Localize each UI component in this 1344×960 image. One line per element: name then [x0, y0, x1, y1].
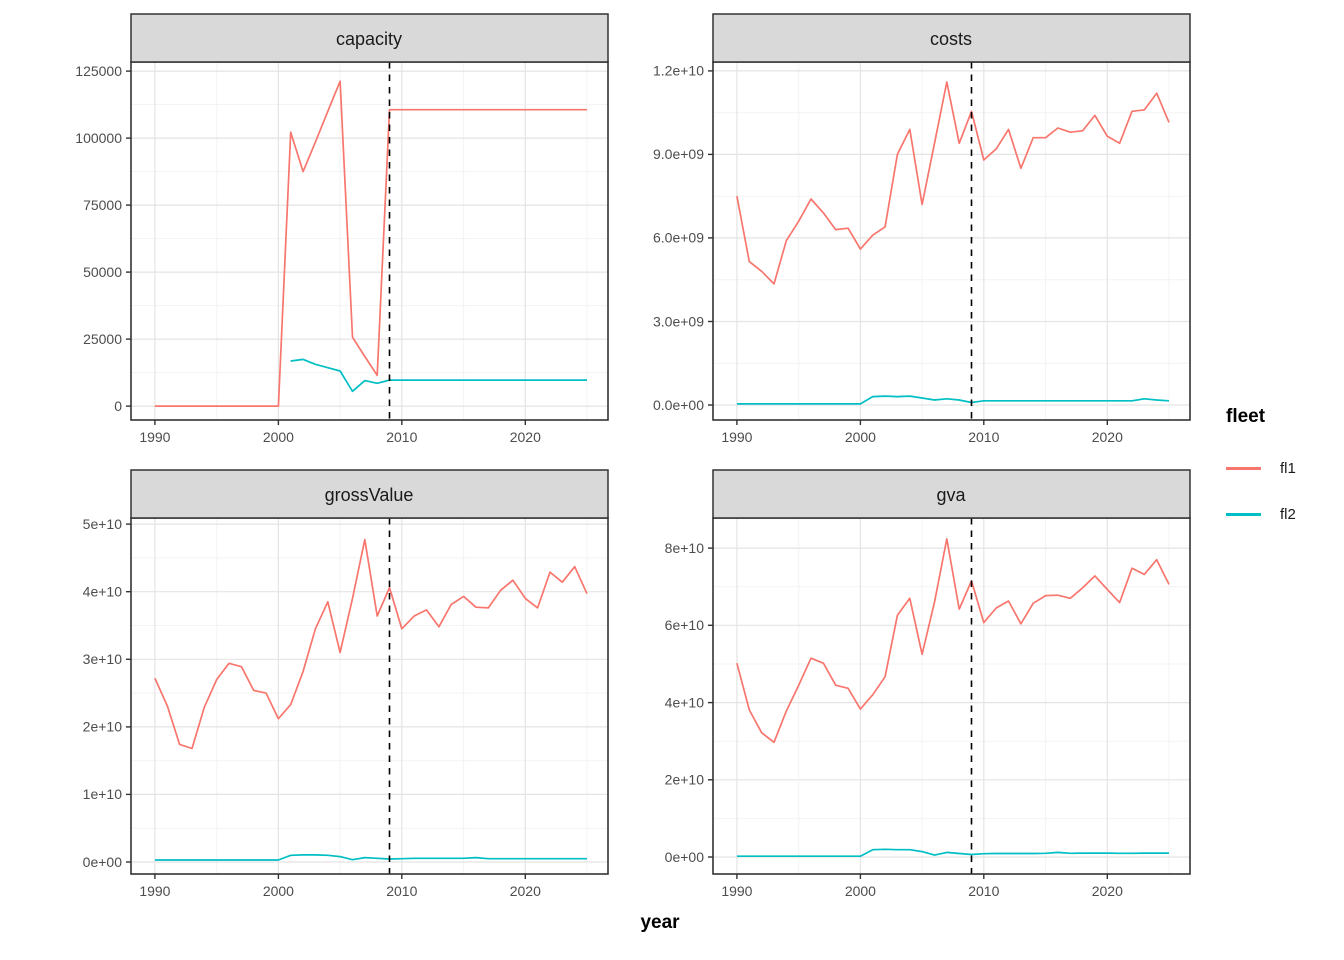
- y-tick-label: 50000: [83, 264, 122, 280]
- y-tick-label: 100000: [75, 130, 122, 146]
- x-tick-label: 2020: [1092, 883, 1123, 899]
- series-line-fl1: [154, 538, 588, 750]
- y-tick-label: 8e+10: [665, 540, 705, 556]
- x-tick-label: 1990: [721, 429, 752, 445]
- major-gridlines: [713, 518, 1190, 874]
- legend-label: fl2: [1280, 505, 1296, 523]
- facet-strip-title: gva: [936, 485, 966, 505]
- x-tick-label: 1990: [139, 429, 170, 445]
- x-tick-label: 2010: [968, 883, 999, 899]
- plot-area-grossValue: 1990 2000 2010 2020 0e+00 1e+10 2e+10 3e+10 4e+1…: [83, 516, 609, 899]
- y-tick-label: 0e+00: [83, 854, 123, 870]
- series-line-fl1: [154, 80, 587, 407]
- facet-panel-gva: 1990 2000 2010 2020 0e+00 2e+10 4e+10 6e+10 8e+1…: [665, 469, 1191, 899]
- panel-background: [131, 518, 608, 874]
- minor-gridlines: [131, 518, 608, 874]
- facet-strip-title: costs: [930, 29, 972, 49]
- y-tick-label: 5e+10: [83, 516, 123, 532]
- major-gridlines: [131, 62, 608, 420]
- x-axis-title: year: [640, 912, 680, 933]
- facet-strip-gva: [712, 469, 1191, 519]
- x-tick-label: 2010: [386, 429, 417, 445]
- legend-line-swatch-fl1: [1226, 466, 1261, 470]
- series-line-fl1: [736, 538, 1170, 744]
- x-tick-label: 2000: [845, 429, 876, 445]
- panel-background: [131, 62, 608, 420]
- y-tick-label: 0: [114, 398, 122, 414]
- series-line-fl1: [736, 81, 1170, 285]
- y-tick-label: 1e+10: [83, 786, 123, 802]
- axis-ticks-and-labels: 1990 2000 2010 2020 0 25000 50000 75000 100000 12…: [75, 63, 541, 445]
- series-line-fl2: [154, 854, 587, 861]
- major-gridlines: [713, 62, 1190, 420]
- y-tick-label: 4e+10: [83, 584, 123, 600]
- major-gridlines: [131, 518, 608, 874]
- legend-title: fleet: [1226, 406, 1266, 427]
- series-line-fl2: [290, 358, 587, 393]
- y-tick-label: 2e+10: [83, 719, 123, 735]
- y-tick-label: 0e+00: [665, 849, 705, 865]
- facet-strip-title: capacity: [336, 29, 402, 49]
- x-tick-label: 2000: [263, 429, 294, 445]
- y-tick-label: 125000: [75, 63, 122, 79]
- facet-strip-title: grossValue: [325, 485, 414, 505]
- x-tick-label: 1990: [721, 883, 752, 899]
- legend-entry-fl2: fl2: [1226, 500, 1344, 528]
- y-tick-label: 25000: [83, 331, 122, 347]
- panel-background: [713, 518, 1190, 874]
- x-tick-label: 2000: [263, 883, 294, 899]
- y-tick-label: 9.0e+09: [653, 146, 704, 162]
- x-tick-label: 2020: [510, 883, 541, 899]
- facet-strip-capacity: [130, 13, 609, 63]
- facet-panel-costs: 1990 2000 2010 2020 0.0e+00 3.0e+09 6.0e+09 9.0…: [653, 13, 1191, 445]
- facet-panel-capacity: 1990 2000 2010 2020 0 25000 50000 75000 100000 12…: [75, 13, 609, 445]
- facet-strip-costs: [712, 13, 1191, 63]
- x-tick-label: 2020: [1092, 429, 1123, 445]
- plot-area-capacity: 1990 2000 2010 2020 0 25000 50000 75000 100000 12…: [75, 61, 609, 445]
- y-tick-label: 6.0e+09: [653, 230, 704, 246]
- legend-label: fl1: [1280, 459, 1296, 477]
- axis-ticks-and-labels: 1990 2000 2010 2020 0e+00 1e+10 2e+10 3e+10 4e+1…: [83, 516, 541, 899]
- x-tick-label: 1990: [139, 883, 170, 899]
- facet-panel-grossValue: 1990 2000 2010 2020 0e+00 1e+10 2e+10 3e+10 4e+1…: [83, 469, 609, 899]
- y-tick-label: 6e+10: [665, 617, 705, 633]
- axis-ticks-and-labels: 1990 2000 2010 2020 0e+00 2e+10 4e+10 6e+10 8e+1…: [665, 540, 1123, 899]
- panel-background: [713, 62, 1190, 420]
- plot-area-gva: 1990 2000 2010 2020 0e+00 2e+10 4e+10 6e+10 8e+1…: [665, 517, 1191, 899]
- y-tick-label: 75000: [83, 197, 122, 213]
- x-tick-label: 2000: [845, 883, 876, 899]
- minor-gridlines: [713, 518, 1190, 874]
- series-line-fl2: [736, 395, 1170, 405]
- legend-line-swatch-fl2: [1226, 512, 1261, 516]
- x-tick-label: 2020: [510, 429, 541, 445]
- series-line-fl2: [736, 848, 1169, 858]
- legend-entry-fl1: fl1: [1226, 454, 1344, 482]
- minor-gridlines: [131, 62, 608, 420]
- x-tick-label: 2010: [968, 429, 999, 445]
- y-tick-label: 4e+10: [665, 694, 705, 710]
- axis-ticks-and-labels: 1990 2000 2010 2020 0.0e+00 3.0e+09 6.0e+09 9.0…: [653, 63, 1123, 445]
- plot-area-costs: 1990 2000 2010 2020 0.0e+00 3.0e+09 6.0e+09 9.0…: [653, 61, 1191, 445]
- legend: fleet fl1 fl2: [1226, 404, 1344, 546]
- y-tick-label: 3.0e+09: [653, 313, 704, 329]
- y-tick-label: 0.0e+00: [653, 397, 704, 413]
- y-tick-label: 3e+10: [83, 651, 123, 667]
- x-tick-label: 2010: [386, 883, 417, 899]
- facet-strip-grossValue: [130, 469, 609, 519]
- y-tick-label: 1.2e+10: [653, 63, 704, 79]
- y-tick-label: 2e+10: [665, 772, 705, 788]
